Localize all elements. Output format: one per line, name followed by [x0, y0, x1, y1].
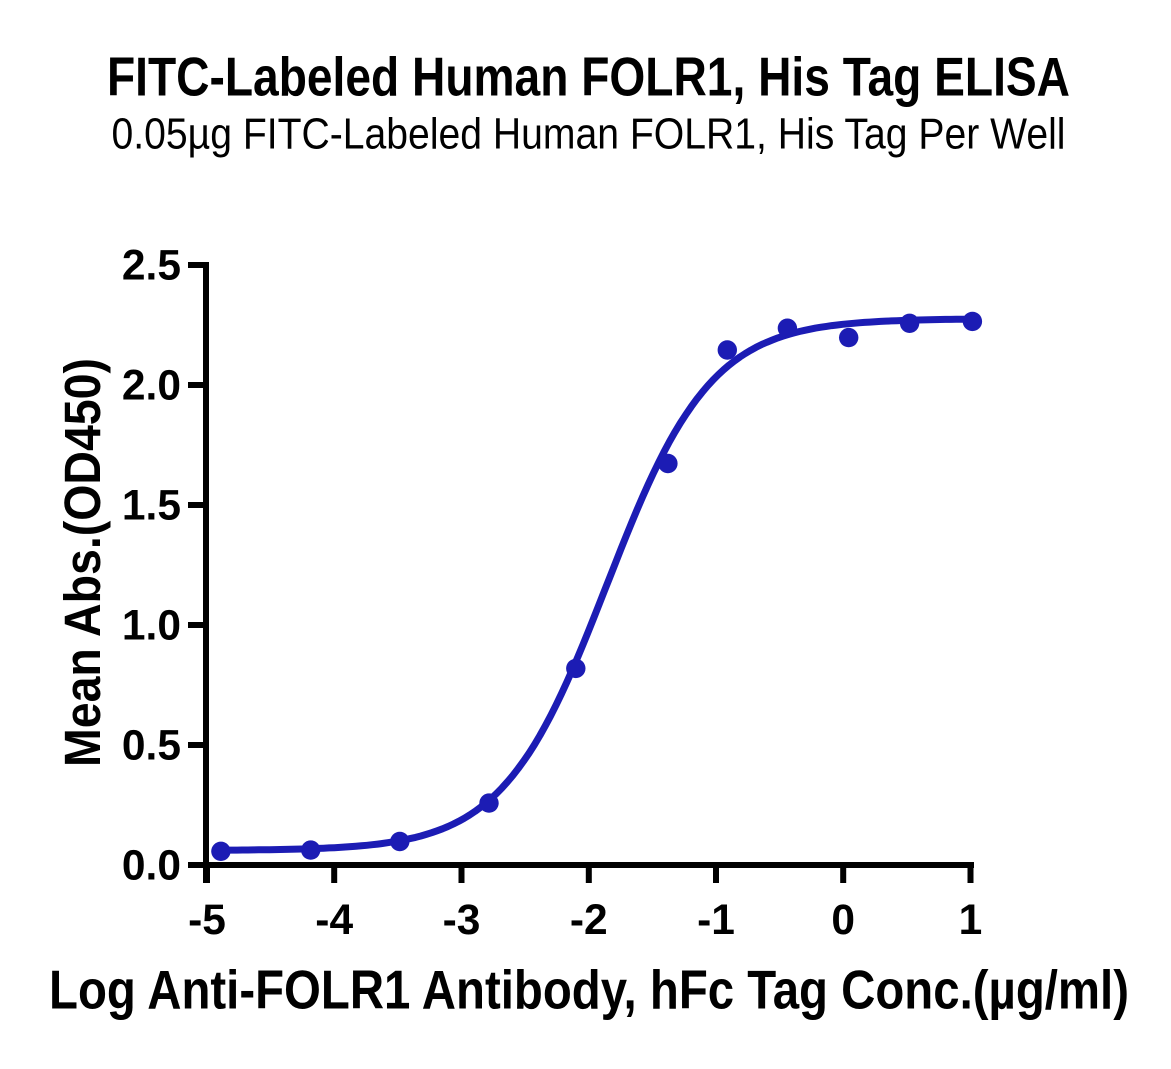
svg-text:2.0: 2.0: [122, 363, 181, 410]
svg-text:0.0: 0.0: [122, 843, 181, 890]
svg-text:-2: -2: [570, 897, 608, 944]
svg-text:0.05µg FITC-Labeled Human FOLR: 0.05µg FITC-Labeled Human FOLR1, His Tag…: [112, 110, 1066, 158]
svg-text:FITC-Labeled Human FOLR1, His: FITC-Labeled Human FOLR1, His Tag ELISA: [107, 45, 1070, 107]
svg-text:-4: -4: [315, 897, 353, 944]
svg-text:Mean Abs.(OD450): Mean Abs.(OD450): [54, 358, 111, 767]
svg-text:-3: -3: [443, 897, 481, 944]
svg-text:2.5: 2.5: [122, 243, 181, 290]
svg-text:Log Anti-FOLR1 Antibody, hFc T: Log Anti-FOLR1 Antibody, hFc Tag Conc.(µ…: [49, 958, 1129, 1020]
svg-text:1.0: 1.0: [122, 603, 181, 650]
svg-text:-5: -5: [188, 897, 226, 944]
svg-text:0.5: 0.5: [122, 723, 181, 770]
svg-text:-1: -1: [697, 897, 735, 944]
svg-text:1.5: 1.5: [122, 483, 181, 530]
svg-text:1: 1: [959, 897, 983, 944]
svg-text:0: 0: [831, 897, 855, 944]
